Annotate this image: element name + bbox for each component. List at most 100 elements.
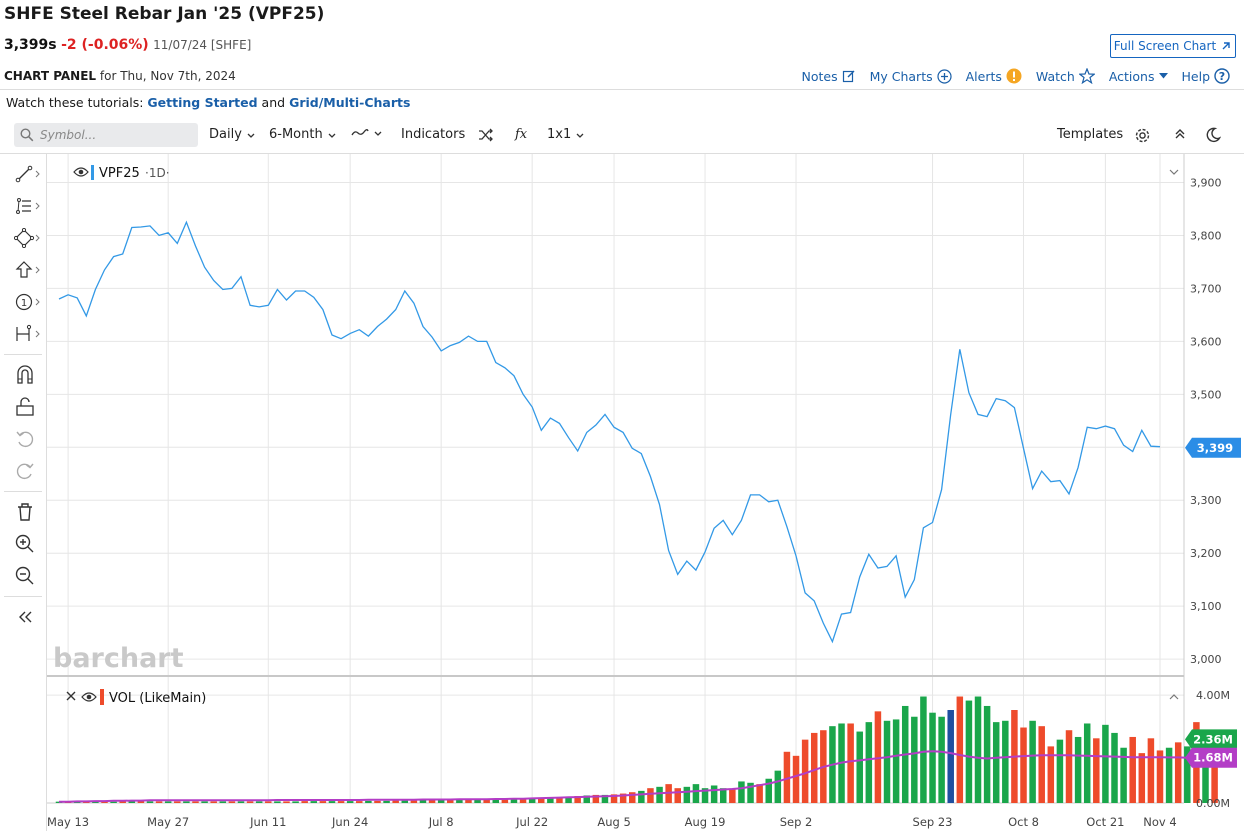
shapes-icon bbox=[14, 228, 40, 248]
dark-mode-toggle[interactable] bbox=[1205, 127, 1221, 143]
lock-tool[interactable] bbox=[14, 396, 40, 418]
delete-drawings-button[interactable] bbox=[14, 501, 40, 523]
actions-label: Actions bbox=[1108, 68, 1155, 84]
volume-bar bbox=[738, 781, 745, 803]
indicators-button[interactable]: Indicators bbox=[401, 127, 465, 142]
volume-bar bbox=[210, 801, 217, 803]
barchart-watermark: barchart bbox=[53, 643, 184, 674]
help-label: Help bbox=[1181, 68, 1211, 84]
y-tick-label: 3,200 bbox=[1190, 547, 1222, 560]
x-tick-label: Jul 22 bbox=[515, 815, 548, 829]
volume-bar bbox=[547, 797, 554, 803]
price-tag-shape bbox=[1185, 437, 1241, 458]
eye-icon[interactable] bbox=[81, 692, 97, 702]
volume-bar bbox=[756, 784, 763, 803]
layout-select[interactable]: 1x1 bbox=[547, 127, 586, 142]
price-volume-chart[interactable]: barchart 3,9003,8003,7003,6003,5003,4003… bbox=[47, 154, 1244, 831]
volume-bar bbox=[465, 799, 472, 803]
alerts-button[interactable]: Alerts bbox=[966, 68, 1022, 84]
tutorials-line: Watch these tutorials: Getting Started a… bbox=[6, 95, 410, 110]
volume-bar bbox=[437, 800, 445, 803]
magnet-tool[interactable] bbox=[14, 364, 40, 386]
search-placeholder: Symbol... bbox=[40, 128, 97, 142]
notes-button[interactable]: Notes bbox=[801, 69, 855, 84]
eye-icon[interactable] bbox=[73, 167, 89, 177]
volume-bar bbox=[456, 800, 463, 803]
measure-tool[interactable] bbox=[14, 323, 40, 345]
fx-button[interactable]: fx bbox=[515, 127, 527, 142]
redo-button[interactable] bbox=[14, 460, 40, 482]
chevron-down-icon[interactable] bbox=[1169, 169, 1179, 175]
unlock-icon bbox=[16, 397, 34, 416]
volume-bar bbox=[1093, 738, 1100, 803]
volume-bar bbox=[765, 778, 772, 803]
external-arrow-icon bbox=[1222, 42, 1230, 50]
trendline-tool[interactable] bbox=[14, 163, 40, 185]
annotation-tool[interactable]: 1 bbox=[14, 291, 40, 313]
volume-bar bbox=[938, 716, 945, 803]
zoom-out-button[interactable] bbox=[14, 565, 40, 587]
collapse-button[interactable] bbox=[1173, 127, 1187, 141]
collapse-sidebar-button[interactable] bbox=[14, 606, 40, 628]
line-chart-icon bbox=[351, 129, 369, 136]
arrow-tool[interactable] bbox=[14, 259, 40, 281]
volume-bar bbox=[592, 794, 600, 803]
volume-bar bbox=[729, 789, 736, 803]
compare-button[interactable] bbox=[478, 127, 494, 143]
volume-bar bbox=[674, 788, 681, 803]
average-tag-shape bbox=[1185, 747, 1237, 768]
volume-bar bbox=[1129, 736, 1136, 803]
volume-bar bbox=[319, 801, 327, 803]
volume-bar bbox=[792, 755, 800, 803]
notes-label: Notes bbox=[801, 68, 838, 84]
volume-bar bbox=[601, 794, 609, 803]
volume-bar bbox=[1202, 736, 1209, 803]
volume-bar bbox=[528, 798, 536, 803]
symbol-search-input[interactable]: Symbol... bbox=[14, 123, 198, 147]
volume-average-tag: 1.68M bbox=[1185, 747, 1237, 768]
volume-bar bbox=[164, 801, 172, 803]
range-select[interactable]: 6-Month bbox=[269, 127, 338, 142]
getting-started-link[interactable]: Getting Started bbox=[147, 95, 258, 110]
volume-bar bbox=[656, 786, 663, 803]
fib-tool[interactable] bbox=[14, 195, 40, 217]
volume-bar bbox=[346, 801, 354, 803]
volume-bar bbox=[874, 711, 882, 803]
volume-bar bbox=[483, 799, 490, 803]
volume-bar bbox=[892, 719, 900, 803]
volume-bar bbox=[392, 800, 399, 803]
zoom-in-button[interactable] bbox=[14, 533, 40, 555]
full-screen-chart-button[interactable]: Full Screen Chart bbox=[1110, 34, 1236, 58]
chevron-up-icon[interactable] bbox=[1169, 694, 1179, 700]
chart-area[interactable]: barchart 3,9003,8003,7003,6003,5003,4003… bbox=[47, 154, 1244, 831]
volume-bar bbox=[110, 801, 117, 803]
full-screen-label: Full Screen Chart bbox=[1113, 39, 1217, 53]
shuffle-icon bbox=[479, 128, 493, 142]
templates-button[interactable]: Templates bbox=[1057, 127, 1123, 142]
undo-button[interactable] bbox=[14, 428, 40, 450]
volume-bar bbox=[638, 790, 645, 803]
chart-panel-heading: CHART PANEL for Thu, Nov 7th, 2024 bbox=[4, 69, 236, 83]
shapes-tool[interactable] bbox=[14, 227, 40, 249]
help-button[interactable]: Help ? bbox=[1182, 68, 1231, 84]
edit-icon bbox=[842, 70, 855, 83]
volume-bar bbox=[1102, 724, 1109, 803]
price-line bbox=[58, 220, 1161, 644]
my-charts-button[interactable]: My Charts bbox=[870, 69, 952, 84]
grid-multi-charts-link[interactable]: Grid/Multi-Charts bbox=[289, 95, 411, 110]
chart-panel-label: CHART PANEL bbox=[4, 69, 97, 83]
interval-select[interactable]: Daily bbox=[209, 127, 257, 142]
volume-bar bbox=[1056, 739, 1064, 803]
pane-divider[interactable] bbox=[47, 675, 1184, 677]
watch-button[interactable]: Watch bbox=[1036, 68, 1095, 84]
volume-bar bbox=[410, 800, 418, 803]
settings-button[interactable] bbox=[1134, 127, 1151, 144]
x-tick-label: Jun 11 bbox=[249, 815, 286, 829]
interval-label: Daily bbox=[209, 127, 242, 142]
x-tick-label: Aug 19 bbox=[685, 815, 726, 829]
volume-bar bbox=[701, 788, 709, 803]
close-icon[interactable] bbox=[66, 691, 76, 701]
chart-type-select[interactable] bbox=[351, 127, 384, 139]
search-icon bbox=[20, 128, 34, 142]
actions-menu[interactable]: Actions bbox=[1109, 69, 1168, 84]
